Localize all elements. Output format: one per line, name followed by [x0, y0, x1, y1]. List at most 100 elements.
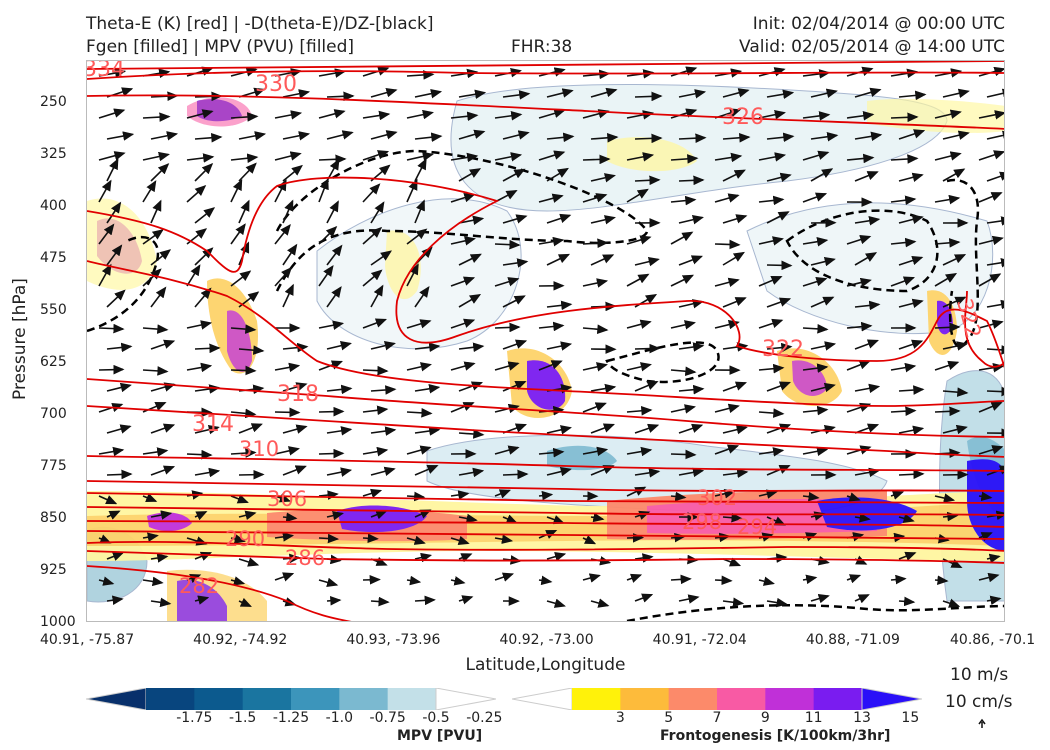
wind-vector — [406, 362, 432, 372]
wind-vector — [414, 132, 443, 143]
wind-vector — [758, 236, 784, 246]
wind-vector — [150, 286, 167, 308]
wind-vector — [458, 215, 485, 226]
wind-vector — [194, 511, 208, 521]
wind-vector — [450, 111, 479, 122]
wind-vector — [986, 386, 1004, 397]
wind-vector — [722, 512, 743, 523]
wind-vector — [678, 215, 704, 225]
y-tick-label: 625 — [40, 353, 67, 370]
wind-vector — [98, 364, 125, 375]
wind-vector — [546, 466, 572, 477]
wind-vector — [318, 577, 339, 588]
wind-vector — [194, 247, 214, 266]
wind-vector — [98, 223, 115, 245]
wind-vector — [458, 293, 482, 308]
wind-vector — [898, 513, 915, 523]
wind-vector — [106, 424, 132, 434]
wind-vector — [106, 382, 132, 393]
wind-vector — [898, 551, 917, 561]
wind-vector — [458, 513, 478, 524]
wind-vector — [934, 109, 962, 119]
wind-vector — [326, 467, 353, 477]
wind-vector — [502, 130, 530, 140]
wind-vector — [98, 151, 126, 161]
wind-vector — [494, 277, 520, 287]
wind-vector — [854, 383, 881, 394]
wind-vector — [546, 167, 569, 182]
wind-vector — [238, 423, 263, 434]
colorbar-segment — [717, 688, 766, 710]
wind-vector — [678, 89, 707, 99]
wind-vector — [854, 467, 881, 478]
theta-e-label: 282 — [179, 574, 219, 598]
wind-vector — [670, 108, 698, 119]
wind-vector — [810, 256, 836, 267]
colorbar-segment — [620, 688, 670, 710]
wind-vector — [986, 345, 1004, 355]
wind-vector — [106, 201, 122, 224]
wind-vector — [670, 449, 697, 460]
wind-vector — [890, 237, 917, 248]
wind-vector — [722, 424, 748, 435]
wind-vector — [898, 298, 924, 309]
colorbar-tick-label: -0.5 — [422, 710, 450, 726]
wind-vector — [986, 258, 1004, 268]
wind-vector — [934, 272, 958, 287]
wind-vector — [626, 319, 652, 329]
wind-vector — [890, 574, 907, 585]
wind-vector — [98, 576, 115, 586]
y-axis-label: Pressure [hPa] — [10, 278, 30, 400]
wind-vector — [582, 154, 611, 165]
wind-vector — [670, 574, 692, 585]
wind-vector — [722, 88, 750, 98]
wind-vector — [678, 175, 705, 186]
wind-vector — [626, 446, 653, 457]
wind-vector — [406, 151, 434, 162]
theta-e-label: 294 — [737, 515, 777, 539]
wind-vector — [634, 423, 660, 434]
wind-vector — [626, 573, 643, 583]
wind-vector — [590, 87, 618, 98]
wind-vector — [714, 575, 733, 586]
wind-vector — [678, 384, 705, 395]
wind-vector — [934, 575, 949, 585]
fgen-colorbar-label: Frontogenesis [K/100km/3hr] — [660, 728, 891, 744]
wind-vector — [986, 171, 1004, 182]
wind-vector — [282, 199, 294, 224]
y-tick-label: 550 — [40, 301, 67, 318]
wind-vector — [634, 380, 659, 392]
wind-vector — [758, 447, 785, 457]
wind-vector — [546, 253, 571, 266]
wind-vector — [186, 185, 207, 203]
wind-vector — [626, 235, 652, 245]
wind-vector — [502, 258, 529, 268]
wind-vector — [106, 244, 123, 266]
wind-vector — [282, 89, 311, 99]
wind-vector — [194, 132, 223, 143]
wind-vector — [722, 381, 748, 392]
wind-vector — [238, 597, 252, 607]
wind-vector — [934, 406, 961, 417]
wind-vector — [802, 491, 820, 502]
wind-vector — [502, 380, 527, 392]
wind-vector — [186, 264, 201, 287]
wind-vector — [978, 319, 1004, 329]
theta-e-label: 322 — [762, 337, 804, 362]
wind-vector — [942, 598, 961, 608]
wind-vector — [370, 596, 390, 607]
wind-vector — [406, 408, 433, 418]
wind-vector — [326, 341, 352, 351]
wind-vector — [802, 150, 830, 161]
wind-vector — [634, 343, 661, 354]
ref-vector-arrow — [978, 718, 986, 728]
wind-vector — [318, 154, 347, 165]
wind-vector — [238, 469, 265, 480]
wind-vector — [722, 133, 751, 143]
wind-vector — [142, 532, 159, 542]
wind-vector — [370, 201, 385, 224]
wind-vector — [942, 424, 968, 435]
wind-vector — [538, 575, 553, 586]
colorbar-segment — [813, 688, 863, 710]
wind-vector — [766, 381, 791, 392]
